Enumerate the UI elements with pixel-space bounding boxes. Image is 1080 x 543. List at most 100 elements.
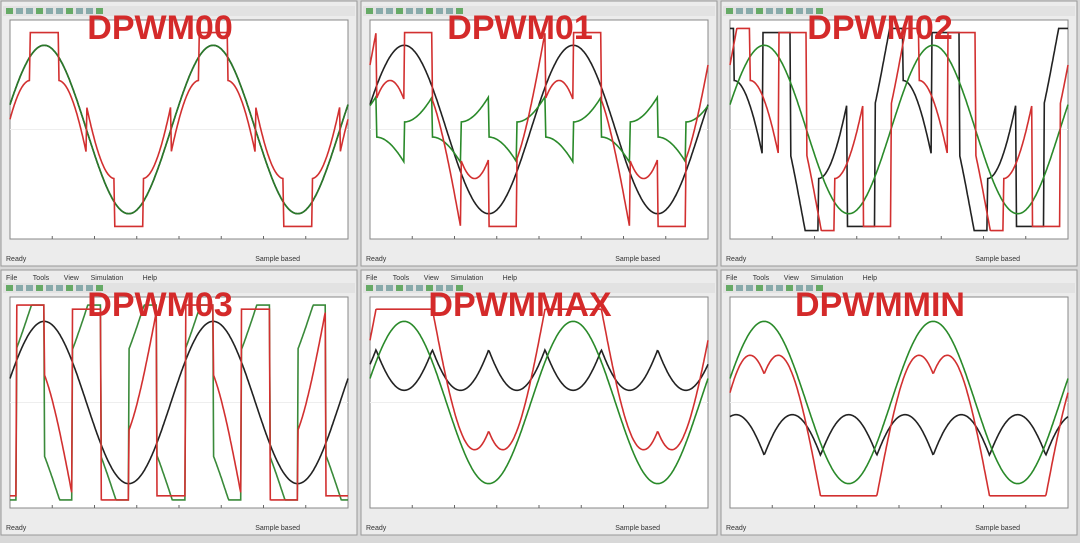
tool-icon[interactable] — [406, 8, 413, 14]
menu-item[interactable]: Tools — [33, 275, 50, 282]
tool-icon[interactable] — [806, 8, 813, 14]
menu-item[interactable]: Simulation — [91, 275, 124, 282]
tool-icon[interactable] — [86, 285, 93, 291]
tool-icon[interactable] — [26, 285, 33, 291]
tool-icon[interactable] — [66, 8, 73, 14]
tool-icon[interactable] — [396, 8, 403, 14]
tool-icon[interactable] — [36, 8, 43, 14]
tool-icon[interactable] — [776, 8, 783, 14]
tool-icon[interactable] — [726, 8, 733, 14]
panel-title: DPWM00 — [87, 9, 232, 47]
menu-item[interactable]: Simulation — [451, 275, 484, 282]
panel-title: DPWMMAX — [428, 286, 612, 324]
waveform — [729, 354, 1069, 497]
tool-icon[interactable] — [766, 8, 773, 14]
toolbar — [3, 283, 355, 293]
scope-window: Ready Sample based DPWM02 — [720, 0, 1078, 267]
status-sample: Sample based — [615, 256, 660, 263]
panel-title: DPWM02 — [807, 9, 952, 47]
tool-icon[interactable] — [426, 285, 433, 291]
tool-icon[interactable] — [86, 8, 93, 14]
tool-icon[interactable] — [766, 285, 773, 291]
toolbar — [363, 283, 715, 293]
tool-icon[interactable] — [96, 285, 103, 291]
tool-icon[interactable] — [6, 285, 13, 291]
tool-icon[interactable] — [736, 285, 743, 291]
tool-icon[interactable] — [386, 8, 393, 14]
waveform — [369, 93, 709, 166]
tool-icon[interactable] — [56, 285, 63, 291]
waveform — [369, 308, 709, 451]
menu-item[interactable]: View — [424, 275, 440, 282]
tool-icon[interactable] — [446, 8, 453, 14]
tool-icon[interactable] — [56, 8, 63, 14]
menu-item[interactable]: Help — [143, 275, 158, 282]
menu-item[interactable]: View — [784, 275, 800, 282]
toolbar — [363, 6, 715, 16]
tool-icon[interactable] — [376, 285, 383, 291]
tool-icon[interactable] — [366, 8, 373, 14]
tool-icon[interactable] — [46, 8, 53, 14]
tool-icon[interactable] — [756, 285, 763, 291]
tool-icon[interactable] — [16, 285, 23, 291]
tool-icon[interactable] — [416, 285, 423, 291]
tool-icon[interactable] — [736, 8, 743, 14]
menu-item[interactable]: File — [366, 275, 377, 282]
tool-icon[interactable] — [446, 285, 453, 291]
tool-icon[interactable] — [396, 285, 403, 291]
panel-title: DPWMMIN — [795, 286, 965, 324]
menu-item[interactable]: File — [726, 275, 737, 282]
panel-title: DPWM01 — [447, 9, 592, 47]
scope-window: File Tools View Simulation Help Ready Sample b… — [360, 269, 718, 536]
tool-icon[interactable] — [746, 8, 753, 14]
menu-item[interactable]: File — [6, 275, 17, 282]
tool-icon[interactable] — [76, 285, 83, 291]
tool-icon[interactable] — [816, 8, 823, 14]
menu-item[interactable]: View — [64, 275, 80, 282]
menu-item[interactable]: Tools — [393, 275, 410, 282]
menu-item[interactable]: Tools — [753, 275, 770, 282]
tool-icon[interactable] — [436, 8, 443, 14]
status-sample: Sample based — [255, 525, 300, 532]
tool-icon[interactable] — [756, 8, 763, 14]
tool-icon[interactable] — [456, 8, 463, 14]
tool-icon[interactable] — [746, 285, 753, 291]
status-ready: Ready — [366, 256, 387, 263]
tool-icon[interactable] — [426, 8, 433, 14]
tool-icon[interactable] — [786, 285, 793, 291]
tool-icon[interactable] — [16, 8, 23, 14]
tool-icon[interactable] — [66, 285, 73, 291]
tool-icon[interactable] — [726, 285, 733, 291]
tool-icon[interactable] — [806, 285, 813, 291]
waveform — [369, 320, 709, 485]
tool-icon[interactable] — [76, 8, 83, 14]
menu-item[interactable]: Help — [503, 275, 518, 282]
waveform — [729, 27, 1069, 232]
scope-window: Ready Sample based DPWM01 — [360, 0, 718, 267]
toolbar — [3, 6, 355, 16]
tool-icon[interactable] — [796, 285, 803, 291]
tool-icon[interactable] — [386, 285, 393, 291]
menu-item[interactable]: Simulation — [811, 275, 844, 282]
tool-icon[interactable] — [46, 285, 53, 291]
tool-icon[interactable] — [796, 8, 803, 14]
tool-icon[interactable] — [26, 8, 33, 14]
tool-icon[interactable] — [406, 285, 413, 291]
tool-icon[interactable] — [776, 285, 783, 291]
tool-icon[interactable] — [436, 285, 443, 291]
waveform — [9, 31, 349, 228]
tool-icon[interactable] — [376, 8, 383, 14]
tool-icon[interactable] — [36, 285, 43, 291]
tool-icon[interactable] — [816, 285, 823, 291]
tool-icon[interactable] — [366, 285, 373, 291]
tool-icon[interactable] — [456, 285, 463, 291]
tool-icon[interactable] — [786, 8, 793, 14]
status-ready: Ready — [726, 256, 747, 263]
panel-title: DPWM03 — [87, 286, 232, 324]
tool-icon[interactable] — [416, 8, 423, 14]
waveform — [369, 31, 709, 228]
menu-item[interactable]: Help — [863, 275, 878, 282]
tool-icon[interactable] — [96, 8, 103, 14]
tool-icon[interactable] — [6, 8, 13, 14]
